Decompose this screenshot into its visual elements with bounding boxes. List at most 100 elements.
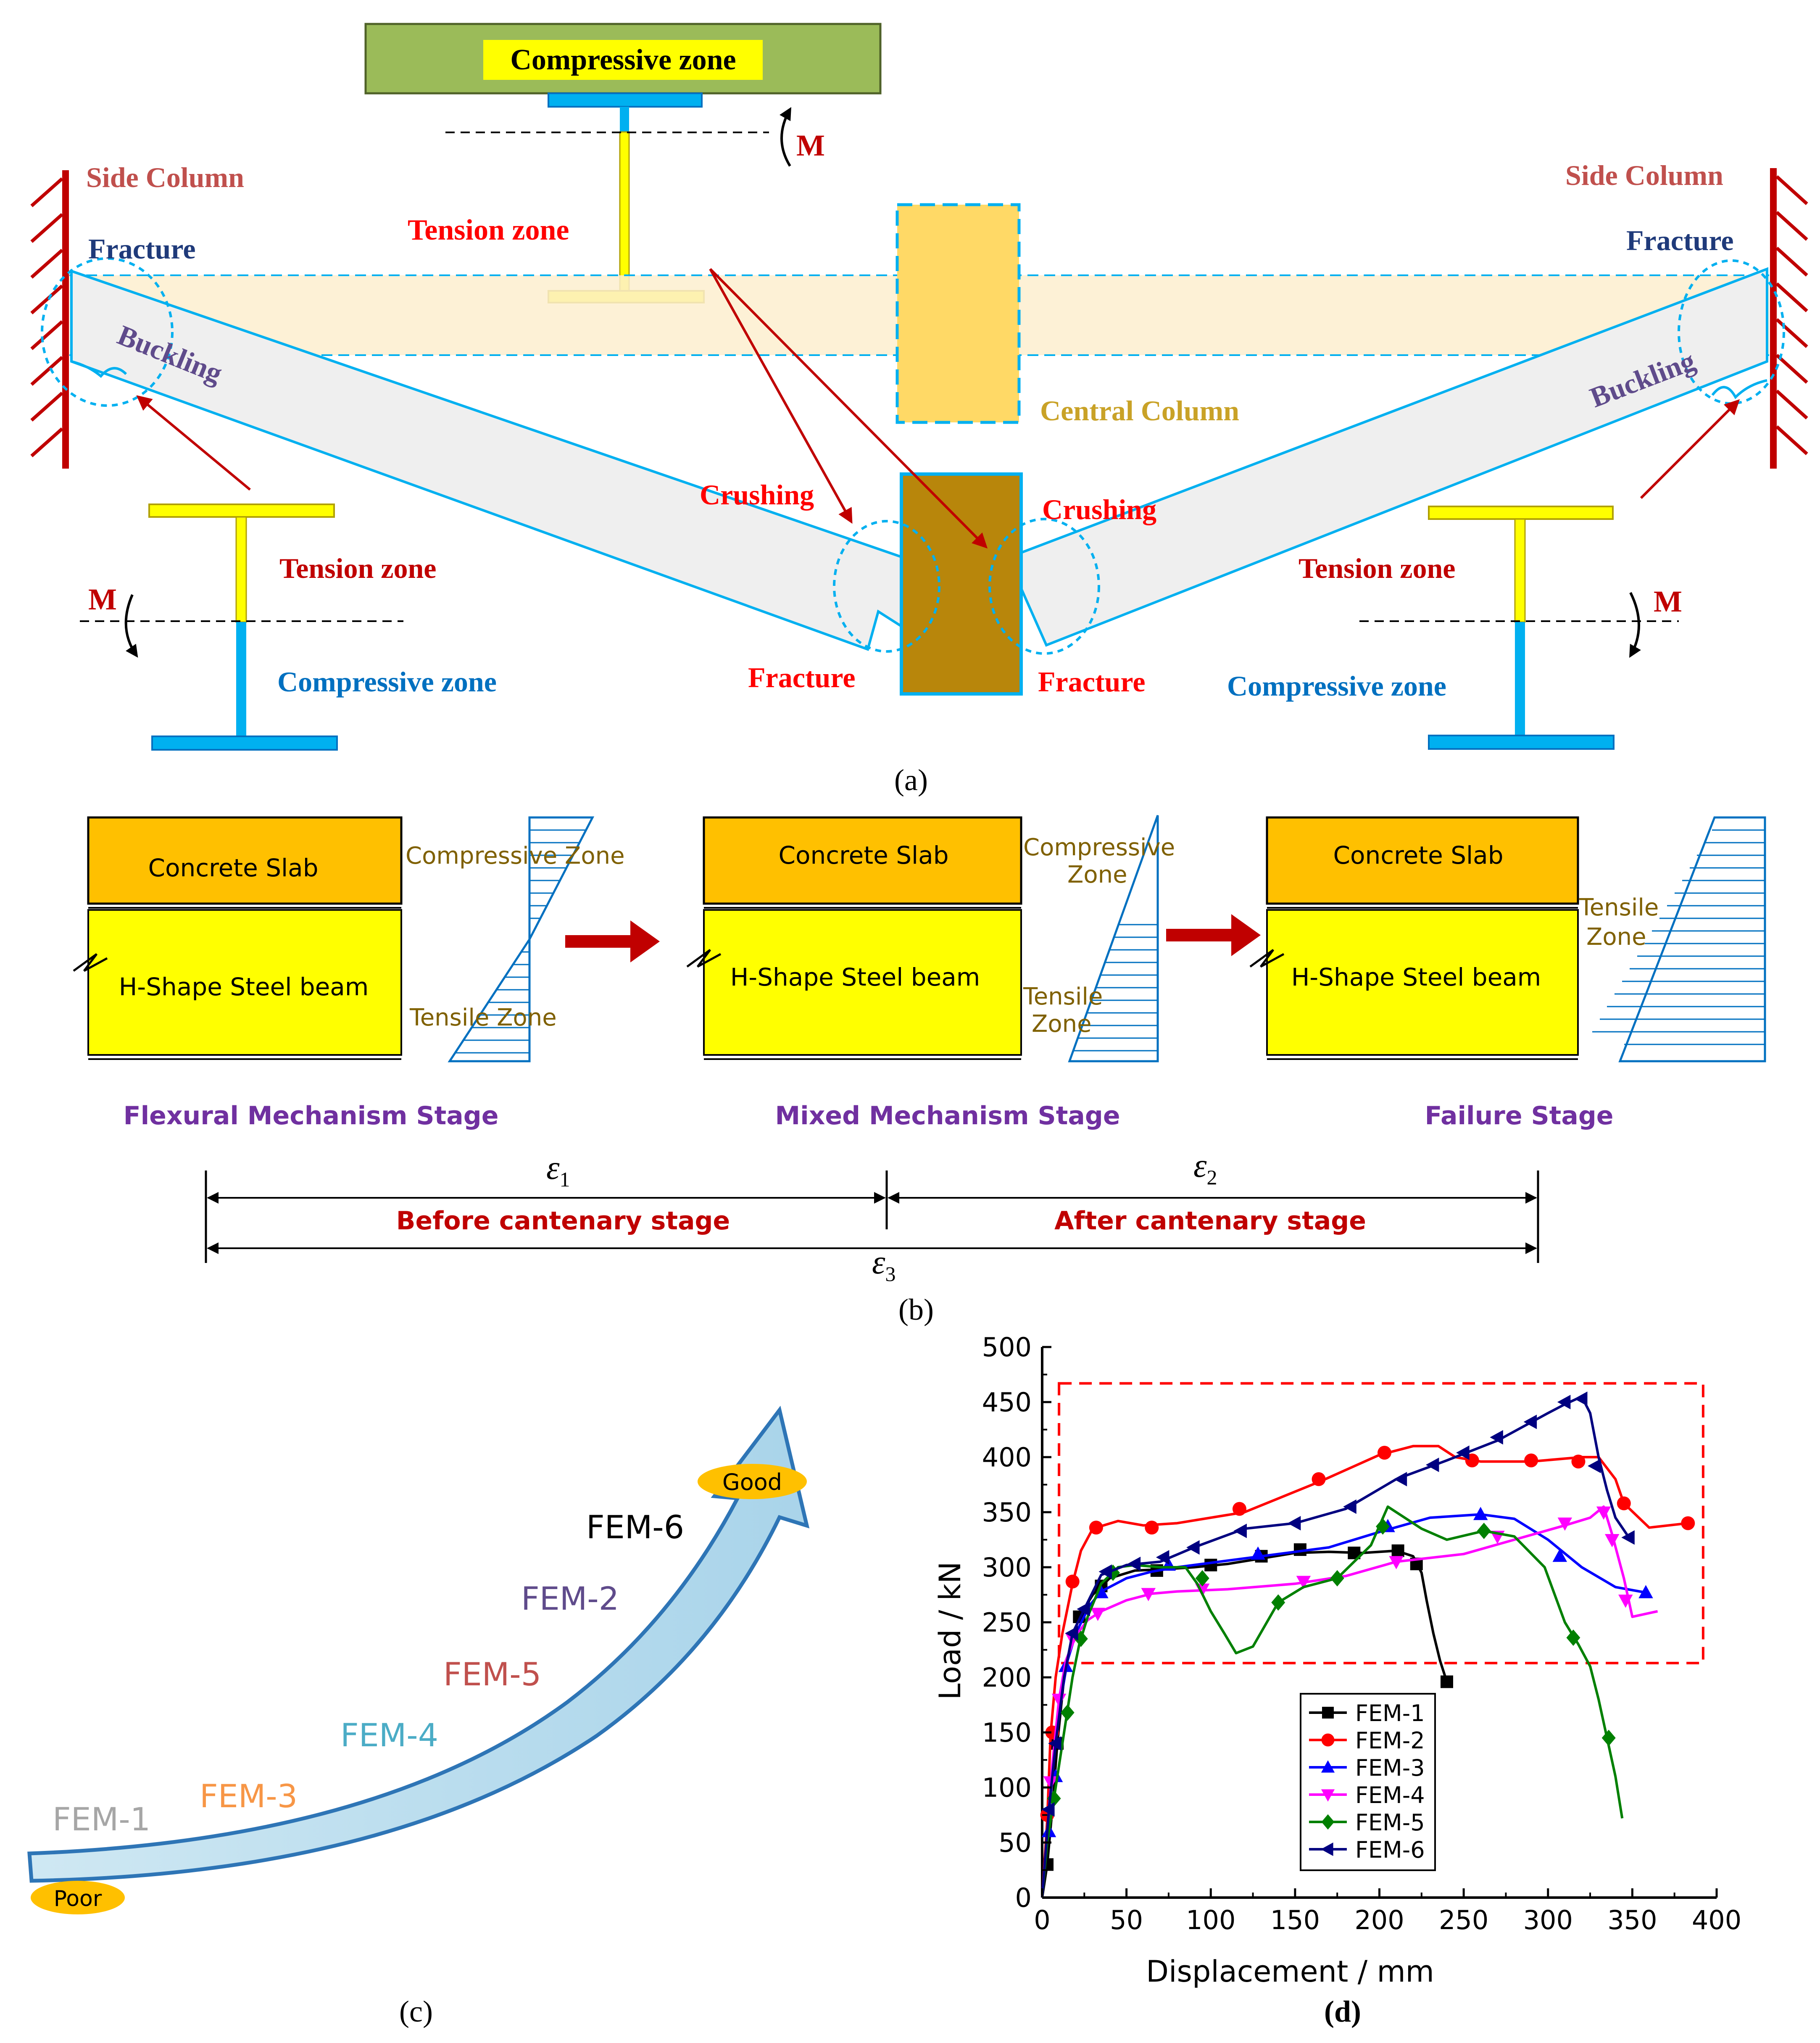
legend-fem-4-label: FEM-4 — [1355, 1782, 1425, 1808]
eps2-symbol: ε2 — [1193, 1147, 1217, 1189]
stage2-compressive-label-1: Compressive — [1023, 834, 1175, 861]
right-tension-zone-label: Tension zone — [1298, 552, 1455, 584]
series-fem-4-point — [1296, 1576, 1311, 1590]
left-moment-label: M — [88, 583, 117, 616]
chart-legend-box — [1300, 1693, 1436, 1871]
series-fem-2-point — [1089, 1521, 1103, 1535]
ranking-arrow — [27, 1405, 810, 1883]
series-fem-6-point — [1621, 1530, 1635, 1545]
series-fem-4-point — [1557, 1517, 1572, 1531]
series-fem-6 — [1041, 1391, 1635, 1898]
rank-2-label: FEM-2 — [521, 1580, 619, 1617]
series-fem-3-point — [1251, 1546, 1265, 1560]
series-fem-5-point — [1601, 1729, 1616, 1746]
series-fem-6-point — [1186, 1540, 1200, 1555]
series-fem-2-point — [1571, 1454, 1586, 1468]
series-fem-4-point — [1604, 1534, 1620, 1547]
series-fem-6-point — [1127, 1556, 1141, 1571]
series-fem-4-point — [1389, 1556, 1404, 1569]
legend-fem-2-label: FEM-2 — [1355, 1727, 1425, 1754]
stage3-concrete-slab — [1266, 816, 1579, 905]
series-fem-6-point — [1233, 1524, 1247, 1538]
series-fem-2-point — [1524, 1453, 1538, 1468]
panel-c-caption: (c) — [399, 1995, 433, 2028]
series-fem-5-point — [1060, 1704, 1075, 1721]
stage-arrow-1 — [565, 920, 660, 962]
good-label: Good — [722, 1469, 782, 1495]
stage1-name: Flexural Mechanism Stage — [124, 1101, 499, 1131]
stage2-break-symbol — [686, 949, 722, 968]
stage2-compressive-label-2: Zone — [1067, 861, 1127, 888]
series-fem-3-point — [1552, 1548, 1567, 1562]
left-column-hatch — [30, 177, 63, 457]
panel-c: Good Poor FEM-6 FEM-2 FEM-5 FEM-4 FEM-3 … — [27, 1405, 810, 2028]
top-ibeam-web-blue — [620, 107, 629, 132]
left-buckle-notch — [71, 360, 127, 378]
stage3-beam-label: H-Shape Steel beam — [1291, 963, 1541, 991]
series-fem-4-point — [1141, 1588, 1156, 1601]
stage2-concrete-slab — [703, 816, 1022, 905]
series-fem-5-point — [1271, 1594, 1285, 1611]
right-moment-label: M — [1654, 585, 1682, 618]
rank-3-label: FEM-5 — [443, 1655, 541, 1693]
stage2-tensile-label-2: Zone — [1032, 1010, 1092, 1038]
good-badge — [698, 1464, 807, 1499]
series-fem-5-point — [1376, 1518, 1390, 1535]
top-ibeam-web-yellow — [619, 131, 630, 293]
chart-x-tick-label: 300 — [1523, 1905, 1573, 1935]
top-ibeam-flange-top — [548, 92, 703, 108]
series-fem-2-point — [1145, 1521, 1159, 1535]
panel-a-caption: (a) — [894, 763, 928, 797]
central-column-deformed — [900, 472, 1023, 696]
chart-series-group — [1040, 1391, 1695, 1898]
series-fem-1-point — [1441, 1675, 1453, 1688]
stage1-slab-label: Concrete Slab — [148, 854, 318, 882]
chart-x-tick-label: 350 — [1607, 1905, 1657, 1935]
series-fem-5-point — [1477, 1523, 1491, 1539]
right-moment-arrow — [1629, 592, 1641, 658]
panel-b-caption: (b) — [898, 1293, 934, 1326]
legend-fem-6-label: FEM-6 — [1355, 1837, 1425, 1863]
legend-fem-3-marker — [1321, 1760, 1335, 1773]
arrow-tension-to-crushing — [709, 268, 853, 524]
series-fem-3-point — [1473, 1507, 1488, 1520]
right-ibeam-flange-top — [1428, 506, 1614, 520]
series-fem-2-point — [1065, 1574, 1080, 1589]
stage3-tensile-label-1: Tensile — [1579, 894, 1659, 921]
right-deformed-beam — [1020, 267, 1768, 647]
stage2-steel-beam — [703, 909, 1022, 1056]
right-compressive-zone-label: Compressive zone — [1227, 670, 1446, 702]
center-right-fracture-label: Fracture — [1038, 666, 1146, 698]
stage3-break-symbol — [1249, 949, 1285, 968]
stage3-strain-diagram — [1592, 816, 1766, 1062]
chart-x-tick-label: 100 — [1186, 1905, 1235, 1935]
legend-fem-5-label: FEM-5 — [1355, 1809, 1425, 1836]
right-side-column-label: Side Column — [1565, 159, 1723, 191]
stage3-name: Failure Stage — [1425, 1101, 1613, 1131]
chart-y-tick-label: 450 — [982, 1387, 1032, 1418]
chart-y-tick-label: 350 — [982, 1497, 1032, 1528]
series-fem-6-point — [1456, 1445, 1470, 1460]
chart-x-tick-label: 0 — [1034, 1905, 1050, 1935]
series-fem-4-point — [1090, 1608, 1105, 1621]
series-fem-1-point — [1204, 1558, 1217, 1571]
eps3-symbol: ε3 — [872, 1244, 896, 1286]
series-fem-5-point — [1195, 1570, 1209, 1587]
right-crushing-label: Crushing — [1042, 493, 1156, 525]
top-slab-label-bg — [483, 40, 763, 80]
top-slab-label: Compressive zone — [510, 44, 736, 76]
chart-y-tick-label: 150 — [982, 1717, 1032, 1748]
series-fem-6-point — [1287, 1516, 1301, 1531]
chart-y-tick-label: 200 — [982, 1662, 1032, 1693]
left-fracture-label: Fracture — [88, 233, 196, 265]
stage-arrow-2 — [1166, 914, 1261, 956]
chart-axes-group: 0 50 100 150 200 250 300 350 400 0 50 100 150 200 250 3… — [982, 1332, 1742, 1935]
series-fem-4-point — [1618, 1595, 1633, 1608]
left-compressive-zone-label: Compressive zone — [277, 666, 497, 698]
stage1-compressive-label: Compressive Zone — [406, 842, 625, 870]
series-fem-2-point — [1617, 1496, 1631, 1511]
chart-y-tick-label: 50 — [998, 1827, 1032, 1858]
right-ibeam-web-yellow — [1514, 518, 1526, 623]
series-fem-1-point — [1391, 1544, 1404, 1557]
